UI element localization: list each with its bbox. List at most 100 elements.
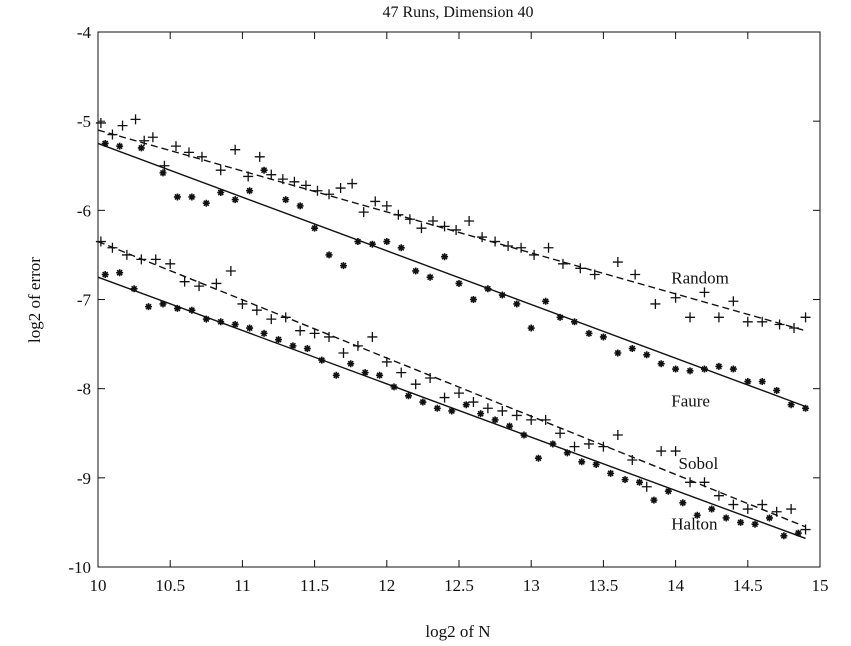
series-faure	[101, 139, 810, 412]
data-point	[296, 202, 304, 210]
x-tick-label: 10.5	[155, 576, 185, 595]
data-point	[137, 144, 145, 152]
data-point	[335, 183, 346, 194]
data-point	[742, 316, 753, 327]
y-axis-title: log2 of error	[25, 257, 44, 343]
data-point	[358, 207, 369, 218]
data-point	[381, 356, 392, 367]
data-point	[451, 224, 462, 235]
data-point	[693, 511, 701, 519]
series-label-faure: Faure	[671, 392, 710, 411]
data-point	[455, 279, 463, 287]
data-point	[339, 262, 347, 270]
data-point	[672, 365, 680, 373]
data-point	[477, 410, 485, 418]
data-point	[266, 314, 277, 325]
data-point	[491, 416, 499, 424]
data-point	[686, 367, 694, 375]
data-point	[520, 431, 528, 439]
data-point	[416, 223, 427, 234]
data-point	[277, 174, 288, 185]
data-point	[231, 196, 239, 204]
data-point	[173, 304, 181, 312]
data-point	[556, 313, 564, 321]
data-point	[469, 296, 477, 303]
x-tick-label: 11	[234, 576, 250, 595]
data-point	[130, 114, 141, 125]
data-point	[628, 345, 636, 353]
data-point	[303, 345, 311, 353]
data-point	[490, 236, 501, 247]
series-labels: Random Faure Sobol Halton	[671, 268, 729, 533]
data-point	[101, 139, 109, 147]
data-point	[150, 254, 161, 265]
data-point	[670, 446, 681, 457]
data-point	[225, 265, 236, 276]
series-sobol	[95, 236, 811, 535]
fit-line-faure	[97, 142, 806, 408]
data-point	[130, 285, 138, 293]
data-point	[607, 469, 615, 477]
data-point	[311, 224, 319, 232]
data-point	[612, 430, 623, 441]
data-point	[454, 388, 464, 399]
data-point	[713, 312, 724, 323]
data-point	[621, 476, 629, 484]
data-point	[650, 496, 658, 504]
data-point	[404, 214, 415, 225]
data-point	[147, 132, 158, 143]
data-point	[583, 438, 594, 449]
data-point	[708, 505, 716, 513]
x-axis-title: log2 of N	[425, 622, 490, 641]
data-point	[534, 454, 542, 462]
data-point	[742, 504, 753, 515]
data-point	[656, 446, 667, 457]
data-markers	[95, 114, 811, 540]
data-point	[397, 244, 405, 252]
data-point	[300, 180, 311, 191]
data-point	[729, 365, 737, 373]
data-point	[139, 135, 150, 146]
data-point	[338, 348, 349, 358]
data-point	[713, 490, 724, 501]
data-point	[393, 209, 404, 220]
data-point	[439, 221, 450, 232]
data-point	[728, 499, 739, 510]
data-point	[170, 141, 181, 152]
data-point	[188, 306, 196, 314]
data-point	[196, 151, 207, 162]
data-point	[202, 315, 210, 323]
data-point	[254, 151, 265, 162]
data-point	[309, 328, 320, 339]
y-tick-label: -6	[77, 201, 91, 220]
data-point	[511, 410, 522, 421]
data-point	[765, 514, 773, 522]
data-point	[774, 319, 785, 330]
data-point	[231, 320, 239, 328]
data-point	[165, 258, 176, 269]
x-tick-label: 10	[90, 576, 107, 595]
data-point	[679, 499, 687, 507]
data-point	[324, 189, 335, 200]
data-point	[737, 518, 745, 526]
data-point	[650, 298, 661, 309]
data-point	[282, 196, 290, 204]
data-point	[477, 232, 488, 243]
data-point	[699, 287, 710, 298]
data-point	[251, 305, 262, 316]
data-point	[136, 254, 147, 265]
data-point	[468, 397, 479, 408]
data-point	[599, 333, 607, 341]
data-point	[773, 386, 781, 394]
data-point	[549, 440, 557, 448]
data-point	[482, 403, 493, 414]
data-point	[657, 360, 665, 368]
data-point	[589, 269, 600, 280]
data-point	[426, 273, 434, 281]
data-point	[381, 200, 392, 211]
data-point	[516, 242, 527, 253]
series-label-random: Random	[671, 268, 729, 287]
data-point	[188, 193, 196, 201]
data-point	[575, 263, 586, 274]
data-point	[404, 392, 412, 400]
